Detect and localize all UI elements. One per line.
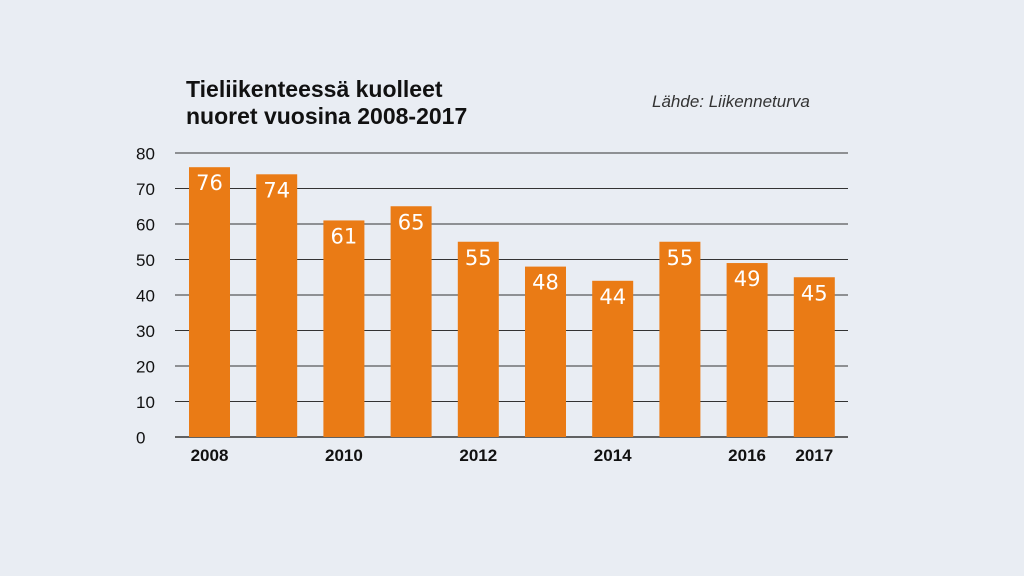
bar-2012 <box>457 241 499 437</box>
bar-2017 <box>793 277 835 437</box>
bars <box>189 167 835 438</box>
y-tick-label: 20 <box>136 358 155 377</box>
y-tick-label: 0 <box>136 429 145 448</box>
y-tick-label: 80 <box>136 145 155 164</box>
data-label: 45 <box>801 281 828 305</box>
bar-2008 <box>189 167 230 437</box>
x-tick-label: 2010 <box>325 446 363 465</box>
y-tick-label: 60 <box>136 216 155 235</box>
chart-title-line-1: Tieliikenteessä kuolleet <box>186 76 443 102</box>
chart-title-line-2: nuoret vuosina 2008-2017 <box>186 103 468 129</box>
data-label: 65 <box>398 210 425 234</box>
bar-2015 <box>659 241 701 437</box>
bar-2009 <box>256 174 298 438</box>
data-label: 44 <box>599 285 626 309</box>
data-label: 61 <box>331 224 358 248</box>
bar-2010 <box>323 220 365 437</box>
data-label: 76 <box>196 171 223 195</box>
x-axis-ticks: 2008 2010 2012 2014 2016 2017 <box>191 446 834 465</box>
y-tick-label: 10 <box>136 393 155 412</box>
y-tick-label: 50 <box>136 251 155 270</box>
bar-2013 <box>525 266 566 437</box>
data-label: 74 <box>263 178 290 202</box>
bar-2016 <box>726 263 768 437</box>
x-tick-label: 2017 <box>795 446 833 465</box>
data-label: 55 <box>667 246 694 270</box>
x-tick-label: 2016 <box>728 446 766 465</box>
bar-2011 <box>390 206 432 437</box>
chart-title: Tieliikenteessä kuolleet nuoret vuosina … <box>186 76 467 130</box>
y-tick-label: 30 <box>136 322 155 341</box>
x-tick-label: 2014 <box>594 446 632 465</box>
x-tick-label: 2008 <box>191 446 229 465</box>
data-labels: 76 74 61 65 55 48 44 55 49 45 <box>196 171 828 309</box>
x-tick-label: 2012 <box>459 446 497 465</box>
data-label: 55 <box>465 246 492 270</box>
bar-2014 <box>592 280 634 437</box>
data-label: 48 <box>532 271 559 295</box>
y-tick-label: 40 <box>136 287 155 306</box>
source-note: Lähde: Liikenneturva <box>652 92 810 111</box>
y-tick-label: 70 <box>136 180 155 199</box>
y-axis-ticks: 0 10 20 30 40 50 60 70 80 <box>136 145 155 448</box>
data-label: 49 <box>734 267 761 291</box>
